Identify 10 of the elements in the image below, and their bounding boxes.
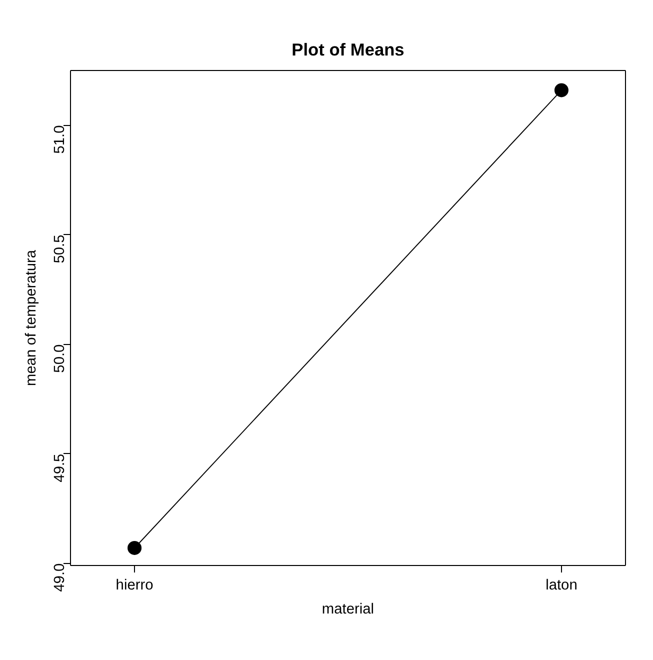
x-axis-title: material: [322, 602, 374, 618]
x-tick-label: laton: [546, 578, 578, 594]
y-axis-title: mean of temperatura: [24, 249, 40, 386]
y-tick-label: 51.0: [52, 125, 68, 154]
y-tick-label: 49.5: [52, 454, 68, 482]
y-tick-label: 50.0: [52, 344, 68, 373]
x-tick-label: hierro: [116, 578, 154, 594]
y-tick-label: 49.0: [52, 563, 68, 592]
chart-title: Plot of Means: [292, 40, 404, 60]
y-tick-label: 50.5: [52, 234, 68, 264]
